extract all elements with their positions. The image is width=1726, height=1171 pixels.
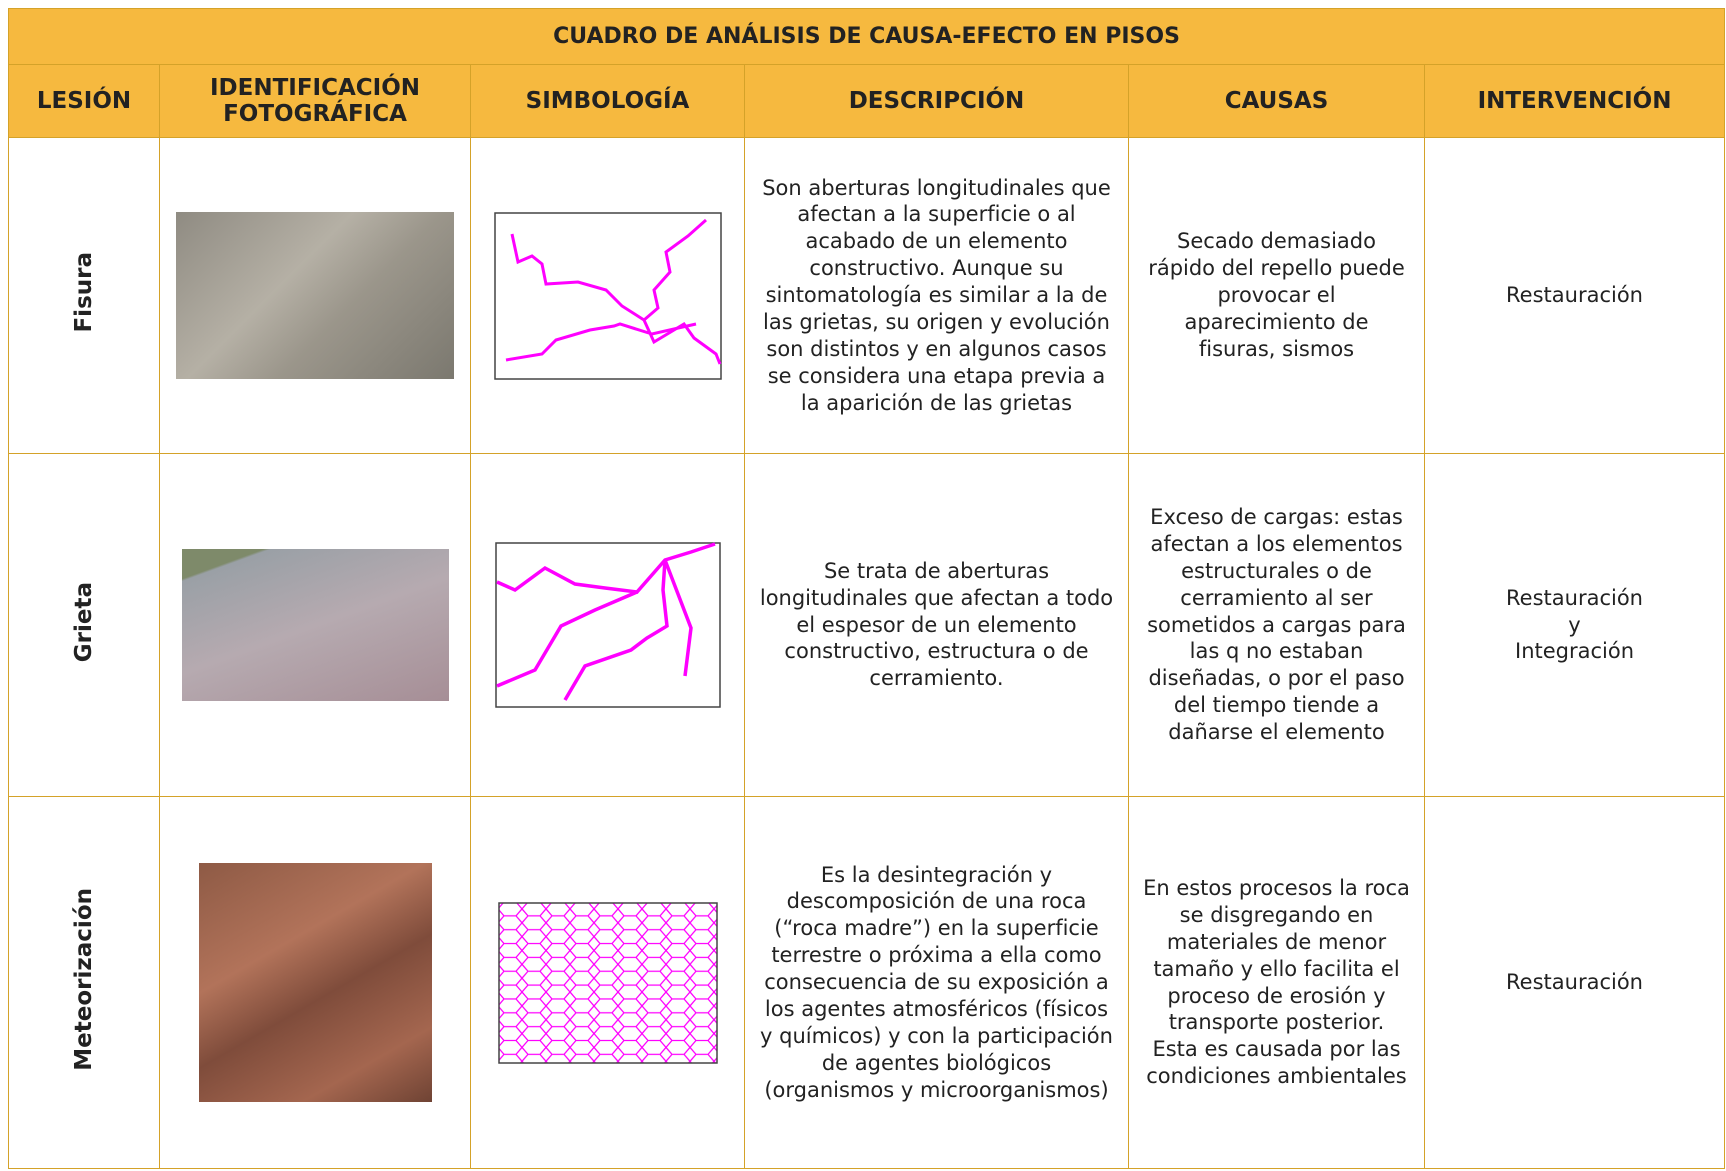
lesion: Fisura <box>71 252 97 333</box>
row: Meteorización Es la desintegración y des… <box>8 796 1726 1169</box>
symbol <box>493 211 722 380</box>
photo <box>176 212 454 379</box>
header-cell: LESIÓN <box>8 64 160 138</box>
analysis-table: CUADRO DE ANÁLISIS DE CAUSA-EFECTO EN PI… <box>7 8 1726 1169</box>
header-cell: SIMBOLOGÍA <box>470 64 745 138</box>
symbol-cell <box>470 453 745 797</box>
lesion-cell: Meteorización <box>8 796 160 1169</box>
row: Grieta Se trata de aberturas longitudina… <box>8 453 1726 797</box>
lesion-cell: Fisura <box>8 137 160 454</box>
row: Fisura Son aberturas longitudinales que … <box>8 137 1726 454</box>
causes: Secado demasiado rápido del repello pued… <box>1128 137 1425 454</box>
symbol <box>494 542 721 708</box>
photo <box>198 863 432 1102</box>
photo <box>181 549 449 701</box>
intervention: Restauración <box>1423 796 1726 1169</box>
title-row: CUADRO DE ANÁLISIS DE CAUSA-EFECTO EN PI… <box>7 8 1726 65</box>
intervention-line: Restauración <box>1506 283 1643 308</box>
header-row: LESIÓN IDENTIFICACIÓN FOTOGRÁFICA SIMBOL… <box>8 64 1726 138</box>
lesion: Meteorización <box>71 888 97 1071</box>
description: Son aberturas longitudinales que afectan… <box>744 137 1129 454</box>
header-cell: CAUSAS <box>1128 64 1425 138</box>
symbol-cell <box>470 137 745 454</box>
table-title: CUADRO DE ANÁLISIS DE CAUSA-EFECTO EN PI… <box>7 8 1726 65</box>
photo-cell <box>159 796 471 1169</box>
photo-cell <box>159 137 471 454</box>
header-cell: DESCRIPCIÓN <box>744 64 1129 138</box>
symbol-cell <box>470 796 745 1169</box>
intervention-line: Restauración <box>1506 585 1643 610</box>
causes: En estos procesos la roca se disgregando… <box>1128 796 1425 1169</box>
description: Se trata de aberturas longitudinales que… <box>744 453 1129 797</box>
lesion: Grieta <box>71 581 97 663</box>
lesion-cell: Grieta <box>8 453 160 797</box>
intervention: Restauración <box>1423 137 1726 454</box>
header-cell: INTERVENCIÓN <box>1423 64 1726 138</box>
description: Es la desintegración y descomposición de… <box>744 796 1129 1169</box>
header-cell: IDENTIFICACIÓN FOTOGRÁFICA <box>159 64 471 138</box>
photo-cell <box>159 453 471 797</box>
intervention-line: Integración <box>1515 639 1635 664</box>
intervention-line: Restauración <box>1506 970 1643 995</box>
causes: Exceso de cargas: estas afectan a los el… <box>1128 453 1425 797</box>
intervention-line: y <box>1568 612 1581 637</box>
symbol <box>497 901 718 1064</box>
intervention: Restauración y Integración <box>1423 453 1726 797</box>
